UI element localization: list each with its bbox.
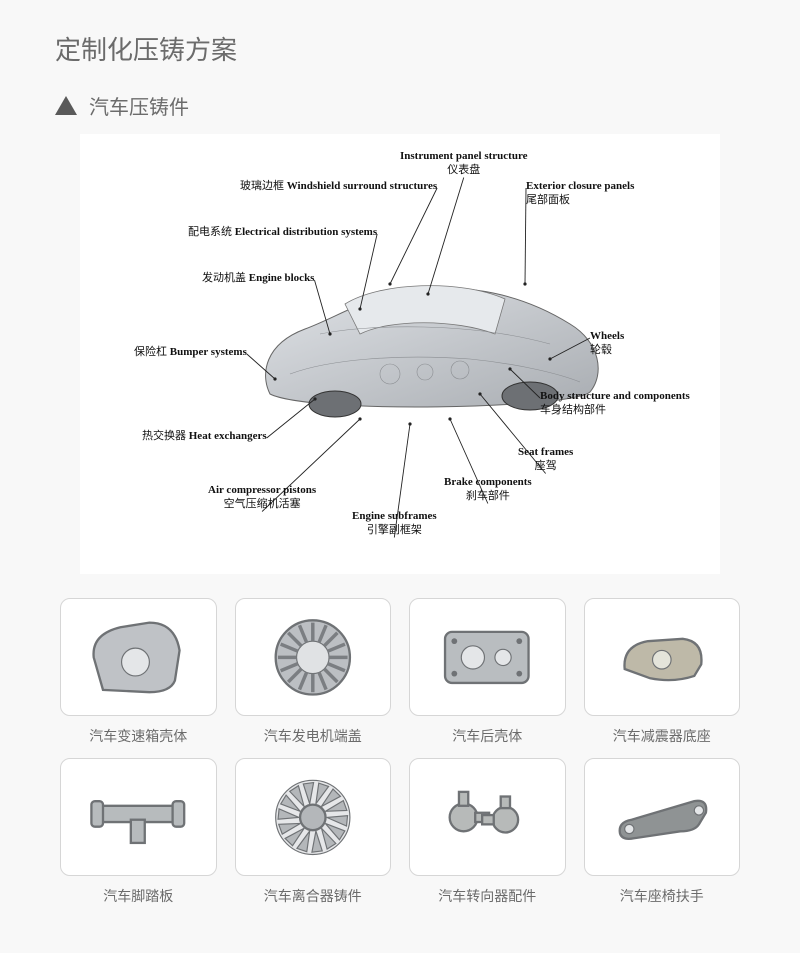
product-rearcase: 汽车后壳体 xyxy=(409,598,566,746)
product-clutch: 汽车离合器铸件 xyxy=(235,758,392,906)
product-caption: 汽车后壳体 xyxy=(452,726,522,746)
callout-brake: Brake components刹车部件 xyxy=(444,476,532,504)
product-damper: 汽车减震器底座 xyxy=(584,598,741,746)
product-caption: 汽车发电机端盖 xyxy=(264,726,362,746)
product-caption: 汽车座椅扶手 xyxy=(620,886,704,906)
callout-bodystruct: Body structure and components车身结构部件 xyxy=(540,390,690,418)
callout-heat: 热交换器 Heat exchangers xyxy=(142,430,267,444)
car-diagram: Instrument panel structure仪表盘玻璃边框 Windsh… xyxy=(80,134,720,574)
product-thumb[interactable] xyxy=(584,758,741,876)
page-title: 定制化压铸方案 xyxy=(55,30,745,67)
product-pedal: 汽车脚踏板 xyxy=(60,758,217,906)
product-thumb[interactable] xyxy=(584,598,741,716)
callout-instrument: Instrument panel structure仪表盘 xyxy=(400,150,528,178)
triangle-icon xyxy=(55,96,77,115)
product-caption: 汽车变速箱壳体 xyxy=(89,726,187,746)
product-caption: 汽车离合器铸件 xyxy=(264,886,362,906)
product-thumb[interactable] xyxy=(60,598,217,716)
callout-engine: 发动机盖 Engine blocks xyxy=(202,272,314,286)
section-title: 汽车压铸件 xyxy=(89,91,189,120)
product-caption: 汽车转向器配件 xyxy=(438,886,536,906)
product-caption: 汽车减震器底座 xyxy=(613,726,711,746)
product-grid: 汽车变速箱壳体 汽车发电机端盖 汽车后壳体 汽车减震器底座汽车脚踏板 汽车离合器铸件 汽车… xyxy=(60,598,740,906)
product-gencap: 汽车发电机端盖 xyxy=(235,598,392,746)
product-thumb[interactable] xyxy=(60,758,217,876)
callout-subframe: Engine subframes引擎副框架 xyxy=(352,510,437,538)
product-thumb[interactable] xyxy=(235,758,392,876)
product-caption: 汽车脚踏板 xyxy=(103,886,173,906)
product-gearbox: 汽车变速箱壳体 xyxy=(60,598,217,746)
product-armrest: 汽车座椅扶手 xyxy=(584,758,741,906)
product-thumb[interactable] xyxy=(409,598,566,716)
product-thumb[interactable] xyxy=(235,598,392,716)
callout-electrical: 配电系统 Electrical distribution systems xyxy=(188,226,377,240)
product-steering: 汽车转向器配件 xyxy=(409,758,566,906)
callout-windshield: 玻璃边框 Windshield surround structures xyxy=(240,180,437,194)
callout-exterior: Exterior closure panels尾部面板 xyxy=(526,180,634,208)
product-thumb[interactable] xyxy=(409,758,566,876)
callout-aircomp: Air compressor pistons空气压缩机活塞 xyxy=(208,484,316,512)
callout-bumper: 保险杠 Bumper systems xyxy=(134,346,247,360)
callout-seat: Seat frames座驾 xyxy=(518,446,573,474)
callout-wheels: Wheels轮毂 xyxy=(590,330,624,358)
section-header: 汽车压铸件 xyxy=(55,91,745,120)
